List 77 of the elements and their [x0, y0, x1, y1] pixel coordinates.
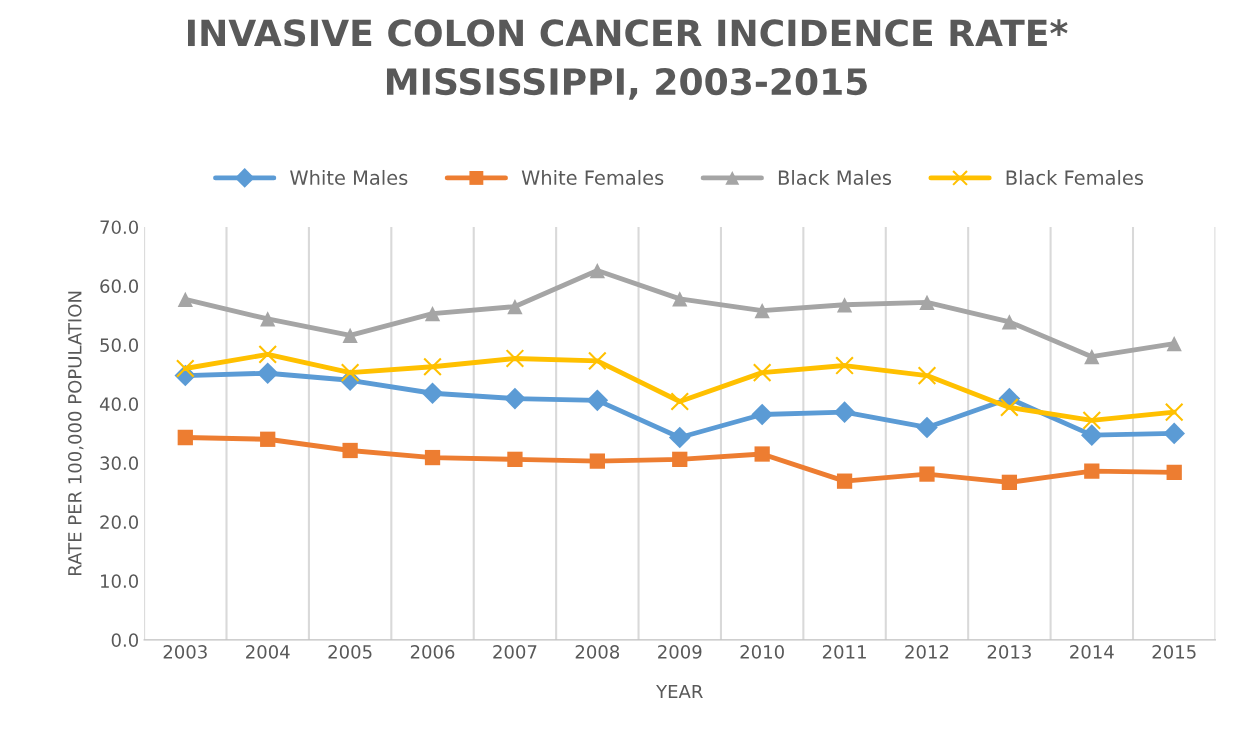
point: [672, 291, 688, 307]
point: [836, 473, 853, 489]
point: [589, 262, 605, 279]
y-tick-label: 50.0: [100, 338, 139, 353]
point: [260, 311, 276, 327]
x-tick-label: 2011: [822, 645, 866, 659]
point: [1001, 314, 1018, 330]
point: [1163, 422, 1186, 445]
point: [1166, 464, 1182, 480]
point: [1001, 474, 1018, 490]
point: [754, 446, 770, 462]
point: [256, 362, 279, 385]
x-tick-label: 2007: [493, 645, 537, 659]
x-tick-label: 2014: [1070, 645, 1114, 659]
point: [1080, 424, 1103, 446]
point: [919, 466, 935, 482]
point: [1084, 349, 1100, 365]
y-tick-label: 30.0: [100, 456, 139, 470]
legend-label: White Males: [290, 169, 408, 186]
point: [754, 303, 770, 319]
point: [507, 451, 523, 467]
y-tick-label: 10.0: [101, 574, 139, 588]
point: [258, 344, 278, 364]
point: [916, 416, 938, 439]
point: [340, 363, 360, 382]
point: [833, 401, 856, 423]
point: [177, 291, 193, 308]
point: [589, 453, 605, 469]
point: [836, 297, 853, 313]
point: [751, 403, 773, 426]
point: [423, 357, 442, 377]
x-tick-label: 2003: [163, 645, 207, 659]
point: [670, 392, 690, 411]
point: [1166, 336, 1182, 352]
point: [504, 387, 526, 410]
point: [1164, 402, 1184, 422]
point: [587, 351, 607, 371]
y-tick-label: 70.0: [100, 220, 139, 235]
point: [1000, 398, 1019, 417]
y-axis-title: RATE PER 100,000 POPULATION: [67, 291, 84, 575]
x-tick-label: 2012: [905, 645, 949, 659]
x-tick-label: 2005: [328, 645, 372, 659]
legend-label: White Females: [521, 169, 664, 186]
point: [424, 305, 441, 322]
chart-title: INVASIVE COLON CANCER INCIDENCE RATE* MISSISSIPPI, 2003-2015: [187, 19, 1068, 100]
point: [260, 431, 276, 447]
point: [342, 442, 358, 459]
point: [835, 356, 854, 375]
point: [342, 327, 358, 344]
point: [175, 359, 195, 378]
point: [668, 426, 691, 449]
legend-label: Black Males: [778, 169, 892, 186]
point: [1084, 463, 1100, 479]
point: [752, 363, 772, 382]
point: [672, 451, 688, 467]
point: [424, 449, 441, 466]
y-tick-label: 20.0: [100, 515, 139, 529]
x-tick-label: 2010: [740, 645, 784, 659]
y-tick-label: 40.0: [99, 397, 139, 411]
x-tick-label: 2015: [1152, 645, 1196, 659]
legend-label: Black Females: [1006, 169, 1144, 186]
y-tick-label: 0.0: [111, 633, 139, 647]
y-tick-label: 60.0: [100, 279, 139, 294]
point: [507, 298, 523, 315]
x-tick-label: 2006: [410, 645, 455, 659]
x-tick-label: 2013: [987, 645, 1031, 659]
point: [919, 294, 935, 311]
x-axis-title: YEAR: [656, 684, 703, 699]
point: [177, 429, 193, 446]
point: [1082, 411, 1102, 430]
point: [505, 349, 525, 368]
x-tick-label: 2009: [658, 645, 702, 659]
point: [586, 389, 609, 412]
point: [917, 366, 937, 385]
x-tick-label: 2008: [575, 645, 620, 659]
x-tick-label: 2004: [246, 645, 290, 659]
point: [421, 382, 444, 405]
